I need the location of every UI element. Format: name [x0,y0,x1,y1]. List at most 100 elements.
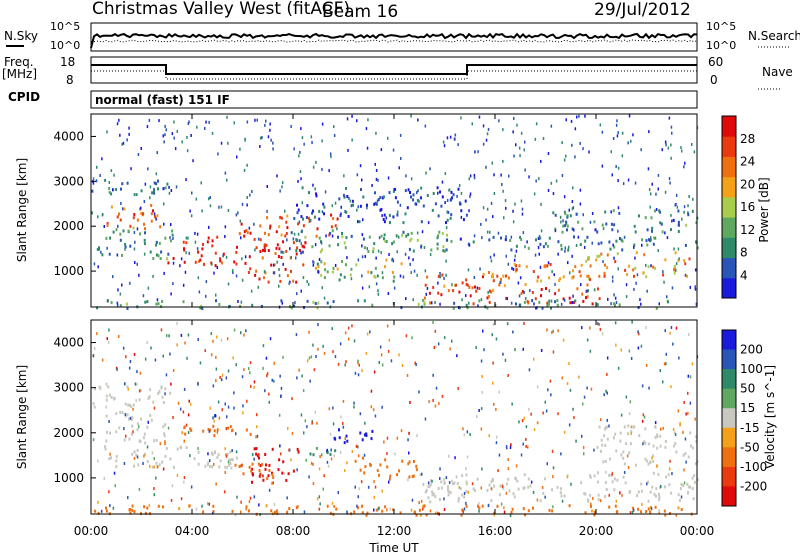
nave-label: Nave [762,65,793,79]
velocity-cell [630,425,633,429]
velocity-colorbar-label: Velocity [m s^-1] [763,365,777,469]
power-cell [206,240,209,244]
power-cell [279,279,282,283]
velocity-cell [546,462,548,466]
velocity-cell [136,370,138,374]
power-cell [450,198,453,201]
power-cell [515,244,518,248]
power-cell [474,150,476,154]
power-cell [289,247,291,251]
velocity-cell [314,410,316,414]
power-cell [452,289,455,293]
power-cell [505,274,507,278]
power-cell [106,223,109,227]
velocity-cell [361,369,363,373]
power-cell [146,125,149,129]
power-cell [240,300,243,304]
power-cell [185,178,187,182]
power-cell [237,300,239,303]
power-cell [410,271,412,274]
velocity-cell [155,476,157,480]
velocity-cell [204,349,206,353]
power-cell [469,192,472,196]
velocity-cell [312,482,315,485]
velocity-cell [271,378,273,382]
velocity-cell [96,332,98,336]
velocity-cell [232,356,234,360]
velocity-cell [162,505,164,509]
power-cell [664,140,667,144]
velocity-cell [328,407,331,411]
power-cell [582,147,584,151]
velocity-cell [188,399,190,403]
power-cell [241,278,244,282]
velocity-cell [236,456,238,460]
power-cell [585,259,588,263]
power-cell [670,156,672,160]
velocity-cell [281,471,284,475]
velocity-cell [399,511,402,515]
power-cell [381,196,384,200]
velocity-cell [695,439,698,443]
velocity-cell [137,463,140,467]
velocity-cell [224,402,226,406]
power-cell [185,236,188,240]
power-cell [545,287,547,290]
power-cell [296,211,299,215]
power-cell [284,234,287,238]
power-cell [424,124,427,128]
velocity-cell [463,507,466,511]
velocity-cell [525,437,527,441]
power-cell [209,196,211,199]
velocity-cell [217,453,220,457]
power-cell [436,242,439,246]
power-cell [625,295,628,299]
velocity-cell [386,465,389,469]
velocity-cell [678,498,681,502]
velocity-cell [596,480,599,484]
velocity-cell [691,362,694,366]
power-cell [262,248,264,252]
velocity-cell [597,493,600,497]
power-cell [163,222,165,226]
power-cell [598,297,601,301]
velocity-cell [632,425,635,429]
power-cell [688,195,690,198]
power-cell [443,249,446,253]
velocity-cell [217,400,220,404]
power-cell [313,261,315,264]
velocity-cell [433,346,435,349]
power-cell [292,241,295,245]
power-cell [500,173,502,177]
velocity-cell [457,387,459,391]
velocity-cell [632,508,635,512]
power-cell [190,214,193,218]
power-cell [550,124,553,128]
power-cell [366,247,368,251]
power-cell [431,208,434,212]
velocity-cell [645,364,648,367]
velocity-cell [642,413,645,417]
power-cell [417,189,419,193]
power-cell [137,153,140,156]
velocity-cell [261,463,264,467]
power-cell [108,191,111,194]
power-cell [458,184,461,187]
velocity-cell [332,406,334,410]
power-cell [658,209,661,213]
velocity-cell [480,427,483,431]
velocity-colorbar-segment [722,388,736,409]
velocity-cell [131,508,134,512]
power-cell [253,222,255,226]
power-cell [410,237,413,241]
velocity-cell [463,492,466,495]
power-cell [158,241,161,245]
velocity-cell [189,427,192,431]
velocity-cell [327,464,330,468]
velocity-cell [626,454,629,458]
power-cell [465,278,468,282]
velocity-cell [108,340,110,344]
power-cell [366,146,369,150]
power-cell [615,123,618,127]
velocity-cell [548,508,551,512]
